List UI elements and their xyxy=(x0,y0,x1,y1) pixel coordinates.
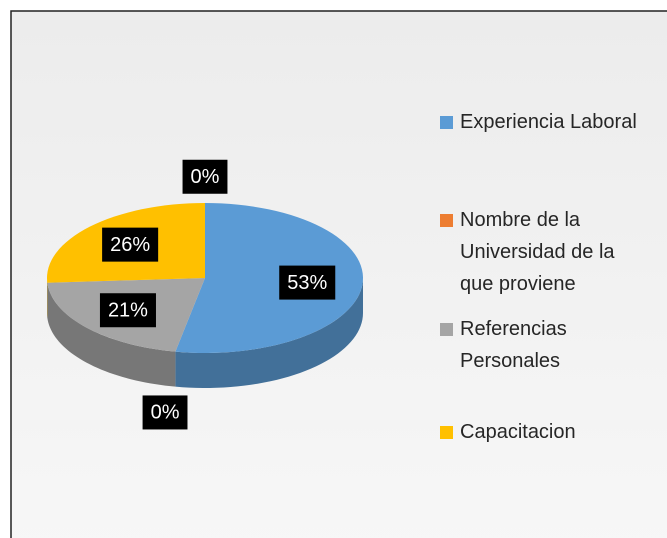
legend-entry: Nombre de la Universidad de la que provi… xyxy=(440,204,645,300)
legend-entry: Capacitacion xyxy=(440,416,645,448)
data-label-text: 26% xyxy=(110,234,150,256)
legend-entry: Referencias Personales xyxy=(440,313,645,377)
legend-entry: Experiencia Laboral xyxy=(440,106,645,138)
slice-side xyxy=(47,282,176,387)
data-label-box xyxy=(279,265,336,300)
data-label-text: 21% xyxy=(108,300,148,322)
data-label-text: 0% xyxy=(151,402,180,424)
data-label: 0% xyxy=(142,395,188,430)
data-label-box xyxy=(99,293,156,328)
data-label-text: 0% xyxy=(191,166,220,188)
legend-label: Referencias Personales xyxy=(460,318,567,372)
data-label: 53% xyxy=(279,265,336,300)
data-label-text: 53% xyxy=(287,272,327,294)
legend-label: Nombre de la Universidad de la que provi… xyxy=(460,209,615,295)
legend-swatch xyxy=(440,426,453,439)
data-label-box xyxy=(102,227,159,262)
legend-swatch xyxy=(440,116,453,129)
legend-swatch xyxy=(440,323,453,336)
slice-side xyxy=(175,278,363,388)
data-label: 21% xyxy=(99,293,156,328)
data-label-box xyxy=(142,395,188,430)
data-label-box xyxy=(182,159,228,194)
legend-swatch xyxy=(440,214,453,227)
data-label: 0% xyxy=(182,159,228,194)
legend-label: Experiencia Laboral xyxy=(460,111,637,133)
legend-label: Capacitacion xyxy=(460,421,576,443)
data-label: 26% xyxy=(102,227,159,262)
slice xyxy=(175,203,364,353)
